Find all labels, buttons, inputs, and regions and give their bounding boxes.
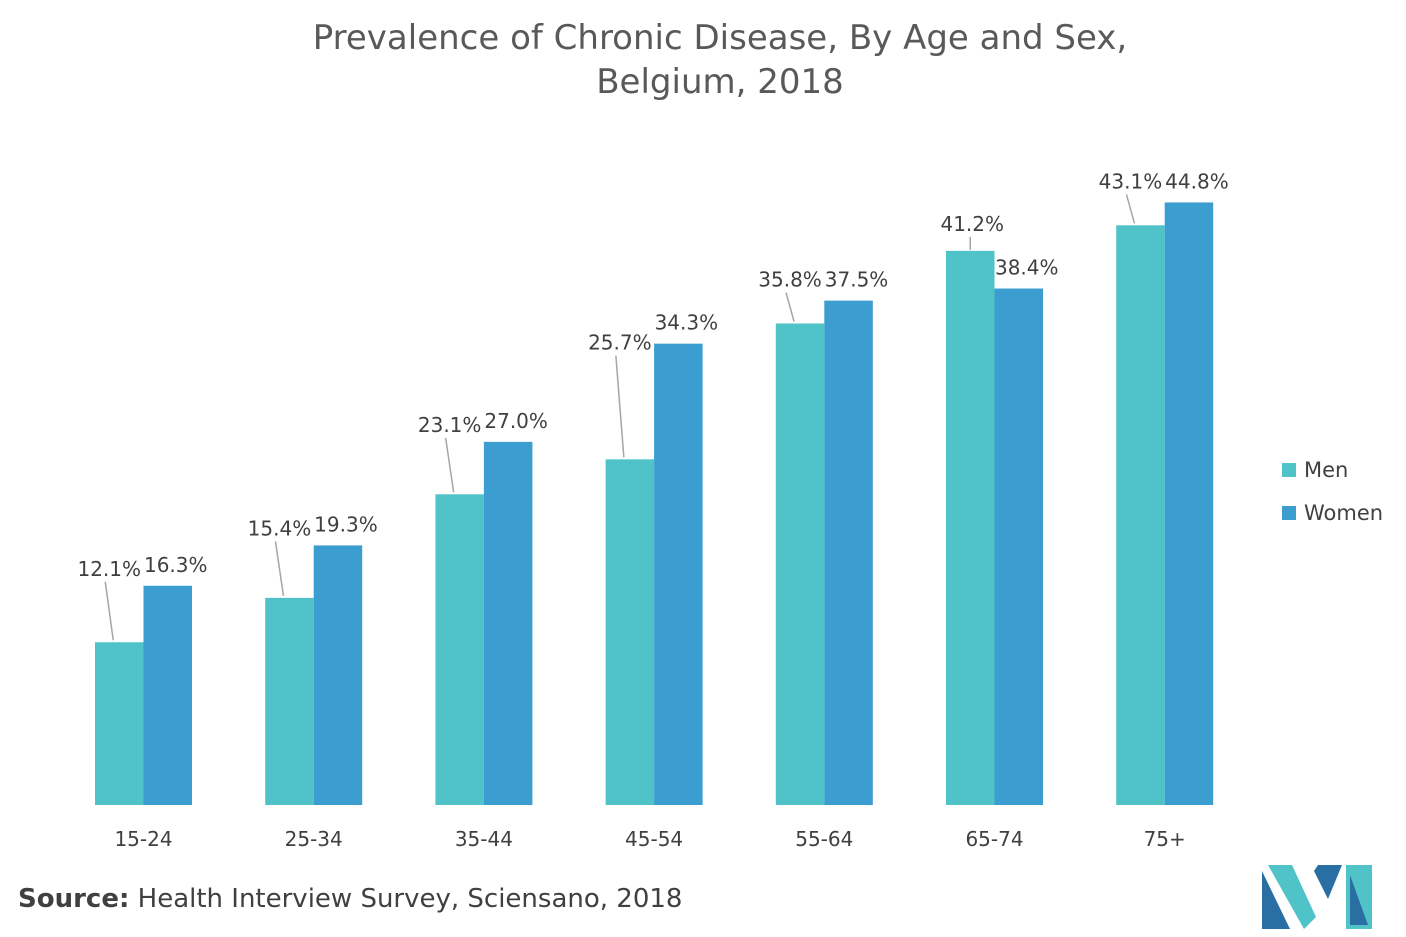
bar-men-65-74 [946,250,995,806]
leader-line-men-35-44 [444,437,455,493]
logo-shape-left [1262,871,1290,929]
bar-women-45-54 [654,343,703,805]
chart-title-line-1: Prevalence of Chronic Disease, By Age an… [312,18,1128,58]
source-note: Source: Health Interview Survey, Sciensa… [18,884,682,914]
x-tick-label-25-34: 25-34 [285,827,343,851]
data-label-women-15-24: 16.3% [144,553,208,577]
legend-item-women: Women [1282,491,1383,534]
bar-women-25-34 [313,545,363,805]
data-label-women-65-74: 38.4% [995,256,1059,280]
data-label-women-35-44: 27.0% [484,409,548,433]
data-label-men-15-24: 12.1% [77,557,141,581]
data-label-women-55-64: 37.5% [825,268,889,292]
source-text: Health Interview Survey, Sciensano, 2018 [137,884,683,914]
data-label-men-45-54: 25.7% [588,331,652,355]
x-tick-label-15-24: 15-24 [114,827,172,851]
bar-women-65-74 [994,288,1043,805]
leader-line-men-75+ [1125,194,1136,224]
legend: Men Women [1282,448,1383,534]
x-tick-label-65-74: 65-74 [965,827,1023,851]
legend-swatch-women [1282,505,1296,520]
bar-men-45-54 [605,459,655,805]
bar-women-35-44 [483,441,533,805]
bar-men-25-34 [265,597,314,805]
brand-logo-icon [1262,865,1372,929]
data-label-women-45-54: 34.3% [655,311,719,335]
bar-men-35-44 [435,494,484,805]
leader-line-men-25-34 [274,541,285,596]
data-label-women-25-34: 19.3% [314,512,378,536]
data-label-men-35-44: 23.1% [418,413,482,437]
bar-women-15-24 [143,585,192,805]
data-label-men-55-64: 35.8% [758,268,822,292]
leader-line-men-55-64 [785,292,795,322]
source-label: Source: [18,884,130,914]
data-label-women-75+: 44.8% [1165,169,1229,193]
legend-label-women: Women [1304,500,1384,525]
bar-men-15-24 [95,642,144,805]
bar-men-55-64 [775,323,825,805]
legend-item-men: Men [1282,448,1383,491]
logo-shape-right-cut [1350,875,1368,925]
x-tick-label-35-44: 35-44 [455,827,513,851]
legend-swatch-men [1282,462,1296,477]
bar-women-55-64 [824,300,873,805]
bar-women-75+ [1164,202,1214,805]
chart-title-line-2: Belgium, 2018 [596,62,844,102]
logo-shape-mid-left [1268,865,1316,929]
x-tick-label-45-54: 45-54 [625,827,683,851]
leader-line-men-45-54 [615,355,625,458]
x-tick-label-75+: 75+ [1144,827,1186,851]
chart-title: Prevalence of Chronic Disease, By Age an… [0,16,1406,104]
data-label-men-75+: 43.1% [1099,169,1163,193]
leader-line-men-15-24 [104,581,114,641]
legend-label-men: Men [1304,457,1349,482]
data-label-men-65-74: 41.2% [940,212,1004,236]
data-label-men-25-34: 15.4% [248,516,312,540]
x-tick-label-55-64: 55-64 [795,827,853,851]
logo-shape-mid-right [1314,865,1342,899]
bar-men-75+ [1116,225,1165,805]
